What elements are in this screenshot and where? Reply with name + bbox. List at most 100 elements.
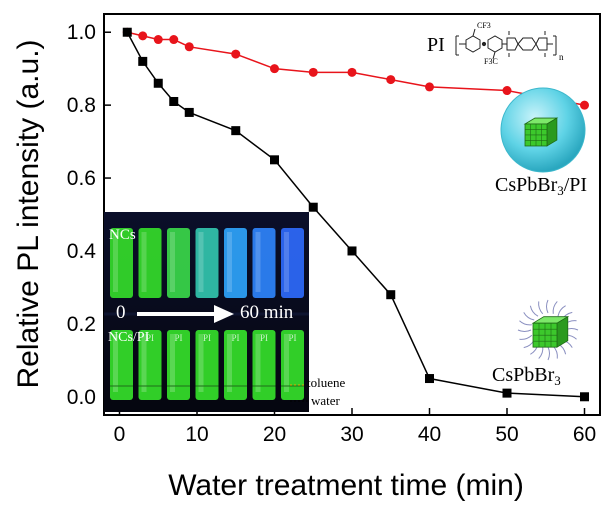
y-tick-label: 0.8 [67, 94, 96, 117]
vial-tag: PI [231, 333, 239, 343]
data-point [347, 67, 357, 77]
inset-label-ncs: NCs [109, 227, 136, 243]
vial-tag: PI [146, 333, 154, 343]
vial-glare [113, 232, 118, 292]
pi-structure-icon [455, 28, 557, 60]
vial-glare [170, 334, 175, 392]
layer-label-toluene: toluene [307, 375, 345, 390]
y-tick-label: 0.4 [67, 240, 97, 263]
vial-tag: PI [288, 333, 296, 343]
ligand [519, 320, 532, 326]
vial-glare [113, 334, 118, 392]
pi-cf3-top: CF3 [477, 21, 491, 30]
cube-icon [531, 315, 570, 348]
inset-photo: PI PI PI PI PI PI NCs NCs/PI 0 60 min [104, 212, 309, 412]
vial [138, 228, 162, 298]
data-point [138, 56, 148, 66]
data-point [153, 78, 163, 88]
vial-glare [141, 232, 147, 292]
vial-glare [170, 232, 175, 292]
layer-label-water: water [311, 393, 341, 408]
vial [195, 228, 219, 298]
vial-glare [255, 232, 261, 292]
vials-ncpi-row: PI PI PI PI PI PI [110, 330, 304, 400]
x-tick-label: 30 [340, 423, 363, 446]
cube-icon [523, 117, 559, 147]
data-point [122, 27, 132, 37]
pi-structure: PI CF3 F3C n [427, 21, 564, 66]
vial [110, 228, 133, 298]
data-point [169, 35, 179, 45]
data-point [425, 374, 434, 384]
series-line [127, 31, 585, 106]
ligand [552, 345, 558, 359]
vials-nc-row [110, 228, 304, 298]
pi-label: PI [427, 34, 445, 56]
vial [110, 330, 133, 400]
vial [224, 330, 247, 400]
ligand [547, 346, 550, 361]
y-tick-label: 1.0 [67, 21, 96, 44]
inset-arrow [137, 305, 234, 323]
y-tick-label: 0.0 [67, 386, 96, 409]
ligand [557, 305, 566, 317]
ligand [546, 299, 549, 314]
label-cspbbr3-pi: CsPbBr3/PI [495, 174, 587, 198]
data-point [386, 290, 396, 300]
ligand [519, 334, 533, 340]
x-tick-label: 60 [573, 423, 596, 446]
vial [167, 228, 190, 298]
ligand [552, 301, 558, 314]
ligand [523, 312, 535, 321]
vial-tag: PI [260, 333, 268, 343]
vial-tag: PI [203, 333, 211, 343]
pi-cf3-bottom: F3C [484, 57, 498, 66]
data-point [231, 126, 241, 136]
data-point [184, 42, 194, 52]
inset-arrow-end: 60 min [240, 302, 294, 323]
vial [224, 228, 247, 298]
y-axis-title: Relative PL intensity (a.u.) [12, 39, 45, 388]
vial [138, 330, 162, 400]
y-tick-label: 0.2 [67, 313, 96, 336]
vial-glare [198, 334, 204, 392]
vial-glare [284, 232, 289, 292]
x-axis-title: Water treatment time (min) [168, 469, 524, 502]
data-point [308, 202, 318, 212]
label-cspbbr3: CsPbBr3 [492, 364, 561, 388]
data-point [580, 392, 589, 402]
data-point [169, 96, 179, 106]
vial [281, 228, 304, 298]
x-tick-label: 40 [418, 423, 441, 446]
inset-label-ncs-pi: NCs/PI [108, 330, 150, 345]
vial-glare [198, 232, 204, 292]
data-point [502, 388, 512, 398]
data-point [270, 155, 279, 165]
y-tick-label: 0.6 [67, 167, 96, 190]
ligand [529, 305, 539, 317]
encapsulated-nc-illustration [500, 87, 586, 173]
ligand [538, 346, 544, 359]
x-tick-label: 0 [114, 423, 126, 446]
vial [167, 330, 190, 400]
ligand [517, 329, 532, 332]
data-point [138, 31, 148, 41]
x-tick-label: 50 [495, 423, 518, 446]
bare-nc-illustration [517, 299, 579, 361]
vial [252, 330, 276, 400]
series-layer [122, 27, 589, 402]
vial-glare [227, 334, 232, 392]
data-point [425, 82, 434, 92]
vial-glare [227, 232, 232, 292]
data-point [502, 86, 512, 96]
vial [252, 228, 276, 298]
pi-subscript-n: n [559, 52, 564, 62]
x-tick-label: 10 [185, 423, 208, 446]
data-point [386, 75, 396, 85]
inset-arrow-start: 0 [116, 302, 126, 323]
vial-glare [141, 334, 147, 392]
x-tick-label: 20 [263, 423, 286, 446]
vial [281, 330, 304, 400]
vial-glare [284, 334, 289, 392]
